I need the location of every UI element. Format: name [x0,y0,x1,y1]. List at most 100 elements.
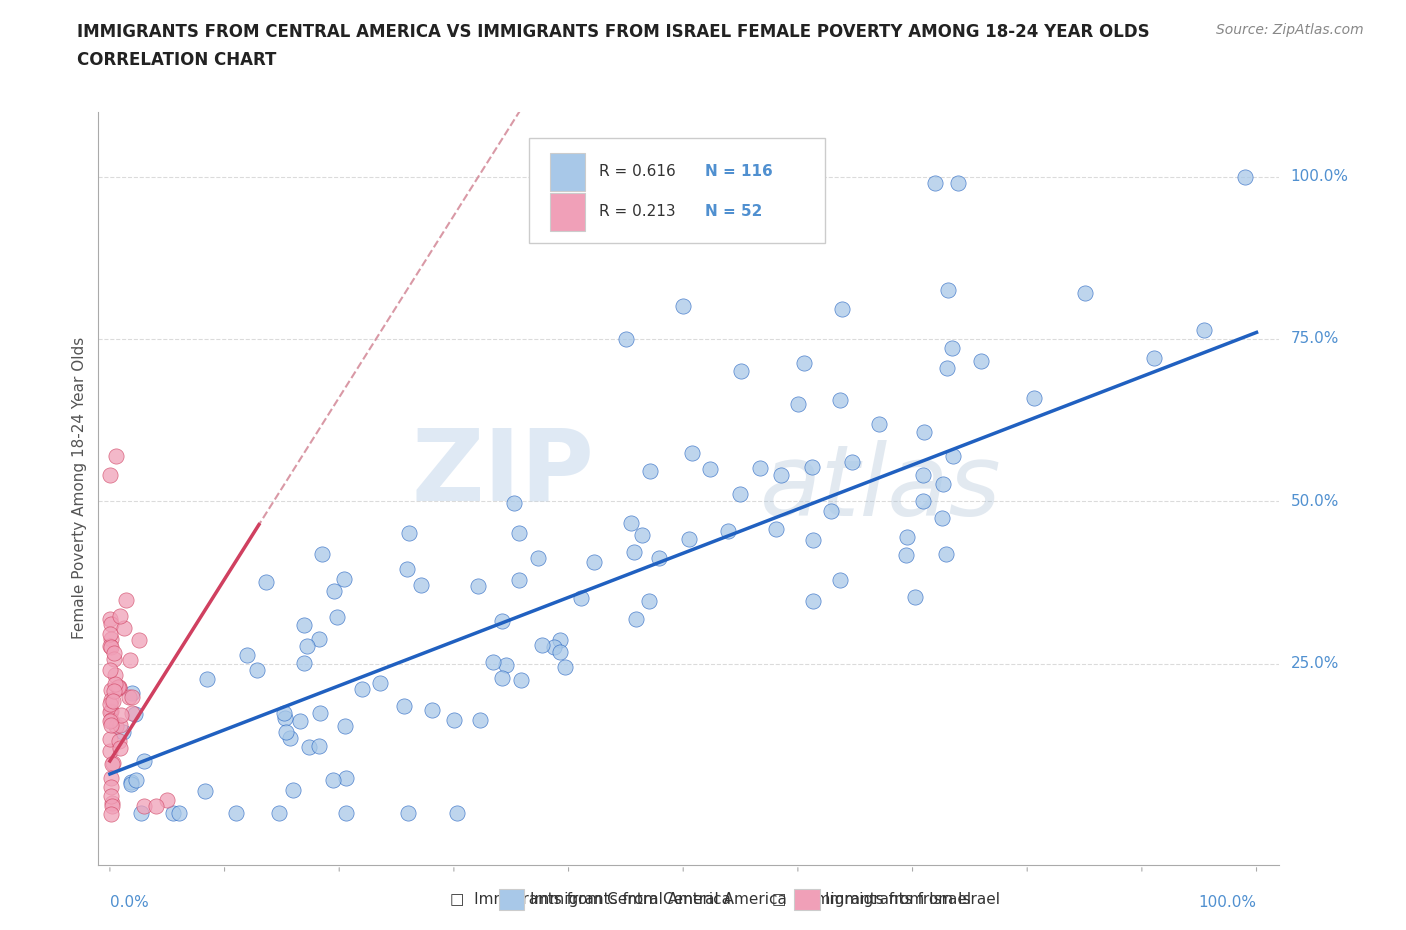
Point [924,176,946,191]
Point [801,594,824,609]
Point [98,697,121,711]
Point [332,571,354,586]
Text: 25.0%: 25.0% [1291,656,1339,671]
Point [235,647,257,662]
Point [765,522,787,537]
Point [335,770,357,785]
Point [626,612,648,627]
Point [631,527,654,542]
Point [548,644,571,659]
Point [717,524,740,538]
Point [280,731,302,746]
Point [292,618,315,632]
Text: ZIP: ZIP [412,425,595,522]
Point [246,663,269,678]
Point [828,572,851,587]
Point [911,468,934,483]
Point [100,771,122,786]
Point [107,680,129,695]
Point [896,530,918,545]
Point [288,713,311,728]
Text: □  Immigrants from Israel: □ Immigrants from Israel [772,892,972,907]
Point [495,658,517,672]
Point [195,671,218,686]
Point [323,583,346,598]
Point [554,659,576,674]
Point [281,783,304,798]
Point [121,706,143,721]
Point [100,703,122,718]
Point [638,463,661,478]
Point [103,651,125,666]
Point [121,690,143,705]
Point [311,547,333,562]
Point [869,417,891,432]
Text: Immigrants from Central America: Immigrants from Central America [530,892,787,907]
Point [443,712,465,727]
Point [446,805,468,820]
Point [110,708,132,723]
Point [1234,169,1257,184]
Point [117,689,139,704]
Point [254,575,277,590]
Point [100,693,122,708]
Text: 75.0%: 75.0% [1291,331,1339,346]
Point [828,393,851,408]
Point [420,703,443,718]
Text: 0.0%: 0.0% [110,896,149,910]
Point [396,805,419,820]
Point [124,707,146,722]
Point [98,627,121,642]
Point [1194,323,1216,338]
Point [508,572,530,587]
Point [308,631,330,646]
Point [583,555,606,570]
Point [801,459,824,474]
Point [100,806,122,821]
Point [508,525,530,540]
Point [801,533,824,548]
Point [678,532,700,547]
Point [115,592,138,607]
Point [904,590,927,604]
Point [274,711,297,725]
Point [1143,351,1166,365]
Point [103,645,125,660]
Text: R = 0.213: R = 0.213 [599,205,676,219]
Point [749,460,772,475]
Point [98,639,121,654]
Point [411,578,433,592]
Point [108,608,131,623]
Point [129,805,152,820]
Point [167,805,190,820]
Text: 100.0%: 100.0% [1198,896,1257,910]
Text: □  Immigrants from Central America: □ Immigrants from Central America [450,892,731,907]
Point [128,632,150,647]
Point [730,486,752,501]
Point [269,805,291,820]
Point [1073,286,1095,301]
Point [730,364,752,379]
Point [931,511,953,525]
Point [786,396,808,411]
Point [292,656,315,671]
Point [491,671,513,685]
Point [620,515,643,530]
Point [1022,391,1045,405]
Point [98,612,121,627]
Point [145,799,167,814]
Point [932,477,955,492]
Point [295,639,318,654]
Text: Source: ZipAtlas.com: Source: ZipAtlas.com [1216,23,1364,37]
Point [100,631,122,646]
Point [912,494,935,509]
Text: 50.0%: 50.0% [1291,494,1339,509]
Point [274,724,297,739]
Bar [550,193,585,231]
Point [308,738,330,753]
Point [120,653,142,668]
Point [935,546,957,561]
Point [100,639,122,654]
Text: N = 52: N = 52 [706,205,763,219]
Point [396,562,419,577]
